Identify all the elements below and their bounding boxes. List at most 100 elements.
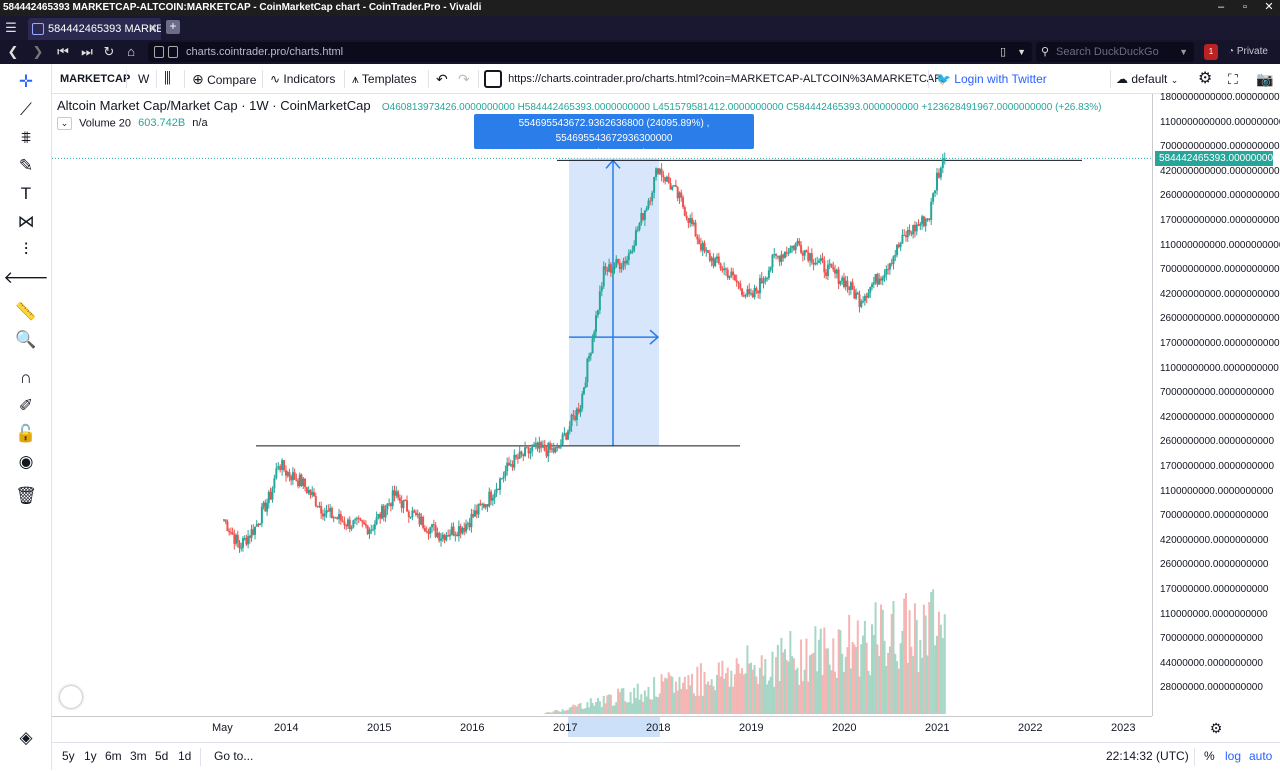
zoom-in-icon[interactable]: 🔍: [15, 330, 37, 349]
back-arrow-icon[interactable]: 🡐: [3, 268, 49, 287]
maximize-button[interactable]: ▫: [1243, 1, 1247, 13]
settings-gear-icon[interactable]: ⚙: [1198, 70, 1213, 87]
url-field[interactable]: charts.cointrader.pro/charts.html ▯ ▼: [148, 42, 1032, 62]
twitter-login-button[interactable]: 🐦 Login with Twitter: [936, 64, 1047, 94]
range-1y[interactable]: 1y: [84, 749, 97, 763]
volume-bar: [851, 641, 854, 714]
volume-bar: [570, 706, 573, 714]
extension-icon[interactable]: 1: [1204, 44, 1218, 60]
undo-icon[interactable]: ↶: [436, 71, 448, 87]
goto-button[interactable]: Go to...: [214, 749, 254, 763]
volume-bar: [753, 665, 756, 714]
minimize-button[interactable]: –: [1217, 1, 1225, 13]
axis-settings-gear-icon[interactable]: ⚙: [1209, 720, 1223, 736]
new-tab-button[interactable]: +: [166, 20, 180, 34]
volume-bar: [579, 703, 582, 714]
menu-icon[interactable]: ☰: [5, 20, 17, 35]
fullscreen-icon[interactable]: ⛶: [1228, 71, 1238, 87]
candle-body: [865, 295, 868, 298]
candle-body: [226, 521, 229, 532]
range-6m[interactable]: 6m: [105, 749, 122, 763]
candle-body: [499, 478, 502, 490]
candle-body: [323, 513, 326, 517]
legend-collapse-icon[interactable]: ⌄: [57, 117, 72, 130]
redo-icon[interactable]: ↷: [458, 71, 470, 87]
share-url[interactable]: https://charts.cointrader.pro/charts.htm…: [484, 64, 942, 94]
symbol-search[interactable]: MARKETCAP: [60, 73, 131, 85]
text-tool-icon[interactable]: T: [20, 184, 32, 203]
brush-icon[interactable]: ✎: [18, 156, 34, 175]
candle-body: [853, 289, 856, 299]
price-axis[interactable]: 1800000000000.0000000000 1100000000000.00…: [1152, 92, 1280, 716]
range-5d[interactable]: 5d: [155, 749, 169, 763]
magnet-icon[interactable]: ∩: [19, 368, 33, 387]
range-5y[interactable]: 5y: [62, 749, 75, 763]
candle-body: [579, 408, 582, 413]
rewind-icon[interactable]: ⏮: [57, 44, 69, 59]
trash-icon[interactable]: 🗑: [15, 486, 37, 505]
volume-bar: [817, 639, 820, 714]
candle-body: [595, 315, 597, 332]
volume-bar: [710, 679, 713, 714]
url-dropdown-icon[interactable]: ▼: [1017, 47, 1026, 57]
trendline-icon[interactable]: ⟋: [20, 100, 32, 119]
pattern-icon[interactable]: ⋈: [17, 212, 35, 231]
time-axis[interactable]: May 2014 2015 2016 2017 2018 2019 2020 2021 2022 2…: [52, 716, 1152, 742]
candle-body: [910, 232, 913, 235]
volume-bar: [618, 692, 621, 714]
clock-time[interactable]: 22:14:32 (UTC): [1106, 749, 1189, 763]
volume-bar: [690, 673, 693, 714]
indicators-button[interactable]: ∿ Indicators: [270, 64, 335, 94]
object-tree-icon[interactable]: ◈: [19, 728, 33, 747]
candle-body: [459, 526, 462, 534]
log-toggle[interactable]: log: [1225, 749, 1242, 763]
eye-icon[interactable]: ◉: [18, 452, 34, 471]
chart-type-icon[interactable]: ⫼: [164, 70, 171, 87]
prediction-icon[interactable]: ⫶: [23, 240, 29, 259]
chart-pane[interactable]: Altcoin Market Cap/Market Cap · 1W · Coi…: [52, 94, 1152, 716]
volume-bar: [901, 630, 904, 714]
percent-toggle[interactable]: %: [1204, 749, 1215, 763]
candle-body: [716, 256, 719, 259]
templates-button[interactable]: ⩚ Templates: [352, 64, 417, 94]
price-chart[interactable]: [52, 94, 1152, 716]
fib-tool-icon[interactable]: ⩨: [21, 128, 31, 147]
volume-bar: [855, 646, 858, 714]
volume-bar: [792, 658, 795, 714]
forward-icon[interactable]: ❯: [32, 44, 44, 59]
crosshair-icon[interactable]: ✛: [18, 72, 34, 91]
camera-icon[interactable]: 📷: [1256, 71, 1274, 87]
bookmark-icon[interactable]: ▯: [999, 46, 1006, 58]
home-icon[interactable]: ⌂: [127, 44, 135, 59]
measure-line1: 554695543672.9362636800 (24095.89%) , 55…: [518, 118, 710, 144]
candle-body: [445, 535, 448, 541]
lock-drawings-icon[interactable]: 🔓: [15, 424, 37, 443]
layout-button[interactable]: ☁ default ⌄: [1116, 64, 1178, 94]
compare-button[interactable]: ⊕ Compare: [192, 64, 256, 94]
search-dropdown-icon[interactable]: ▼: [1179, 47, 1188, 57]
interval-button[interactable]: W: [138, 72, 150, 86]
volume-bar: [809, 655, 812, 714]
range-1d[interactable]: 1d: [178, 749, 192, 763]
x-tick-label: 2022: [1018, 722, 1043, 734]
close-window-button[interactable]: ✕: [1264, 1, 1274, 13]
volume-value: 603.742B: [138, 117, 186, 130]
fast-forward-icon[interactable]: ⏭: [81, 44, 93, 59]
ruler-icon[interactable]: 📏: [15, 302, 37, 321]
reload-icon[interactable]: ↻: [103, 44, 115, 59]
x-tick-label: 2021: [925, 722, 950, 734]
tradingview-logo-icon[interactable]: [60, 686, 82, 708]
volume-bar: [917, 671, 920, 714]
browser-tab[interactable]: 584442465393 MARKETCAP-ALTCOIN ✕: [28, 18, 161, 40]
range-3m[interactable]: 3m: [130, 749, 147, 763]
search-field[interactable]: ⚲ Search DuckDuckGo ▼: [1036, 42, 1194, 62]
volume-bar: [755, 676, 758, 714]
tab-close-icon[interactable]: ✕: [148, 23, 158, 35]
candle-body: [484, 504, 487, 508]
auto-toggle[interactable]: auto: [1249, 749, 1273, 763]
back-icon[interactable]: ❮: [7, 44, 19, 59]
stay-drawing-icon[interactable]: ✐: [18, 396, 34, 415]
layout-label: default: [1131, 72, 1168, 86]
tab-title: 584442465393 MARKETCAP-ALTCOIN: [48, 23, 161, 35]
candle-body: [425, 531, 428, 533]
